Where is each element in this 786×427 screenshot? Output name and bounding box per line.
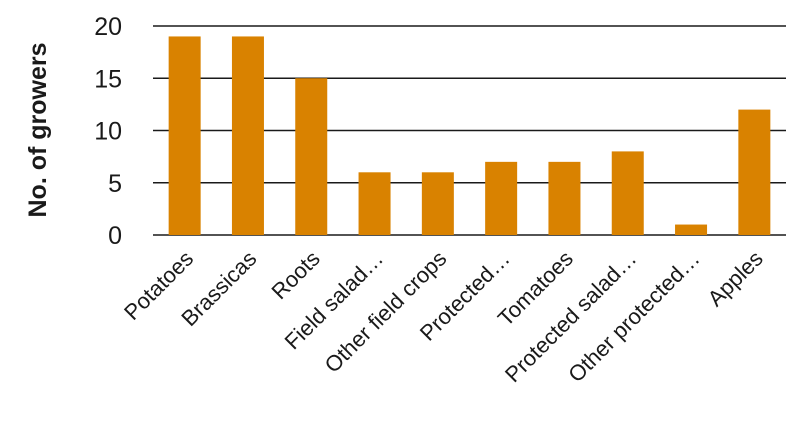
bar xyxy=(358,172,391,235)
bar xyxy=(675,224,708,235)
bar xyxy=(611,151,644,235)
bar xyxy=(485,161,518,235)
x-tick-label: Roots xyxy=(266,246,324,304)
y-tick-label: 5 xyxy=(108,170,122,198)
bar xyxy=(421,172,454,235)
bar xyxy=(231,36,264,236)
y-axis-ticks: 0 5 10 15 20 xyxy=(94,13,122,250)
y-tick-label: 15 xyxy=(94,65,122,93)
bar xyxy=(295,78,328,235)
y-axis-label: No. of growers xyxy=(24,42,52,217)
bar xyxy=(168,36,201,236)
bar xyxy=(738,109,771,235)
bars xyxy=(168,36,771,236)
bar xyxy=(548,161,581,235)
y-tick-label: 0 xyxy=(108,222,122,250)
y-tick-label: 20 xyxy=(94,13,122,41)
x-tick-label: Apples xyxy=(703,246,768,311)
y-tick-label: 10 xyxy=(94,118,122,146)
